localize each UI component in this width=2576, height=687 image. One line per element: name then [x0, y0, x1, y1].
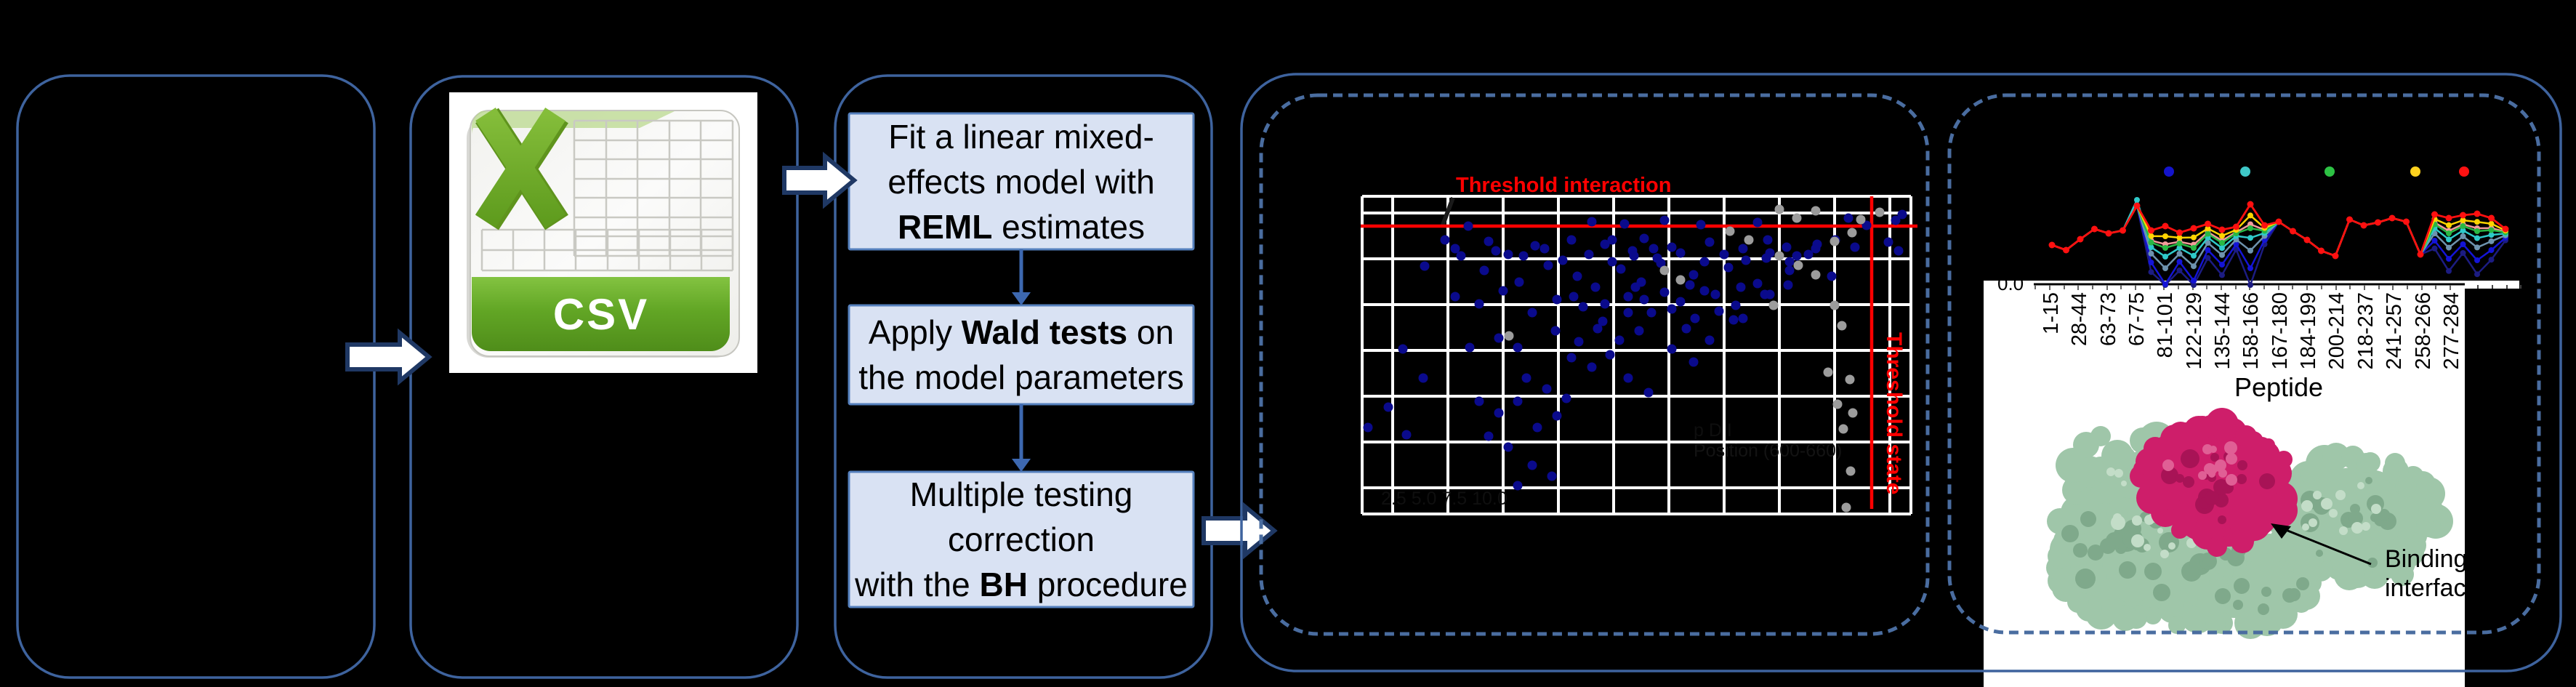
svg-text:Threshold state: Threshold state: [1882, 332, 1906, 494]
svg-text:p D I: p D I: [1694, 420, 1732, 441]
svg-text:with the BH procedure: with the BH procedure: [854, 566, 1188, 603]
svg-text:122-129: 122-129: [2183, 292, 2206, 369]
svg-text:63-73: 63-73: [2097, 292, 2120, 346]
svg-text:interface: interface: [2385, 574, 2479, 602]
svg-text:67-75: 67-75: [2125, 292, 2149, 346]
svg-text:167-180: 167-180: [2269, 292, 2292, 369]
svg-text:241-257: 241-257: [2383, 292, 2406, 369]
svg-text:REML estimates: REML estimates: [898, 208, 1145, 246]
svg-text:258-266: 258-266: [2412, 292, 2435, 369]
svg-text:correction: correction: [948, 521, 1095, 558]
svg-text:218-237: 218-237: [2354, 292, 2378, 369]
svg-text:277-284: 277-284: [2440, 292, 2463, 369]
svg-text:Fit a linear mixed-: Fit a linear mixed-: [888, 118, 1154, 156]
svg-text:200-214: 200-214: [2325, 292, 2348, 369]
svg-text:Threshold interaction: Threshold interaction: [1456, 174, 1671, 197]
svg-text:81-101: 81-101: [2154, 292, 2177, 358]
svg-text:CSV: CSV: [553, 290, 649, 339]
svg-text:0.0: 0.0: [1997, 273, 2024, 294]
svg-text:28-44: 28-44: [2068, 292, 2091, 346]
svg-text:Position (600-660): Position (600-660): [1694, 441, 1842, 461]
svg-text:effects model with: effects model with: [887, 163, 1154, 201]
svg-text:Peptide: Peptide: [2234, 372, 2323, 402]
svg-text:184-199: 184-199: [2297, 292, 2320, 369]
svg-text:158-166: 158-166: [2239, 292, 2263, 369]
svg-text:Binding: Binding: [2385, 545, 2467, 573]
svg-text:2.5 5.0 7.5: 2.5 5.0 7.5 10.0: [1381, 489, 1508, 509]
svg-text:Apply Wald tests on: Apply Wald tests on: [869, 313, 1174, 351]
svg-text:135-144: 135-144: [2211, 292, 2234, 369]
svg-text:the model parameters: the model parameters: [858, 358, 1183, 396]
svg-text:1-15: 1-15: [2040, 292, 2063, 334]
svg-text:Multiple testing: Multiple testing: [910, 475, 1133, 513]
